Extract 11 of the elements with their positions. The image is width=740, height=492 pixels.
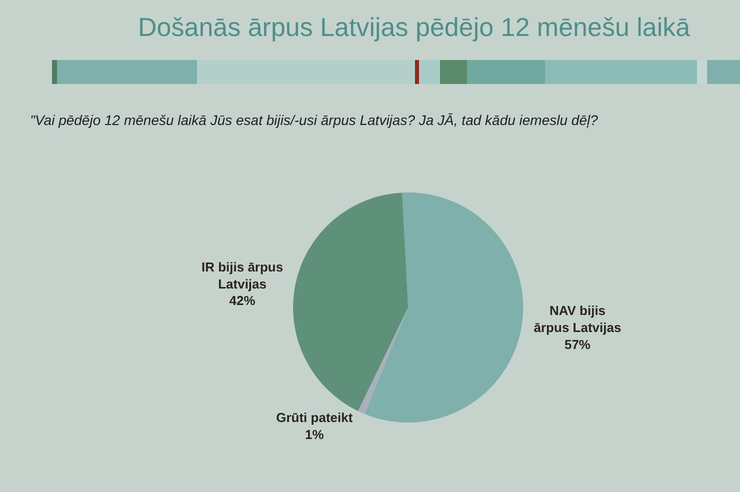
slice-label: NAV bijis ārpus Latvijas xyxy=(534,302,622,335)
chart-title: Došanās ārpus Latvijas pēdējo 12 mēnešu laikā xyxy=(138,12,691,42)
data-label: 1% xyxy=(304,426,324,442)
pie-slice xyxy=(293,192,408,412)
slice-label: IR bijis ārpus Latvijas xyxy=(201,259,284,292)
data-label: 42% xyxy=(229,293,256,308)
slice-label: Grūti pateikt xyxy=(276,410,354,425)
chart-subtitle: "Vai pēdējo 12 mēnešu laikā Jūs esat bijis/-usi ārpus Latvijas? Ja JĀ, tad kādu iemeslu dēļ? xyxy=(30,112,598,129)
pie-slice xyxy=(364,192,524,423)
pie-slice xyxy=(358,308,408,414)
data-label: 57% xyxy=(564,336,591,352)
